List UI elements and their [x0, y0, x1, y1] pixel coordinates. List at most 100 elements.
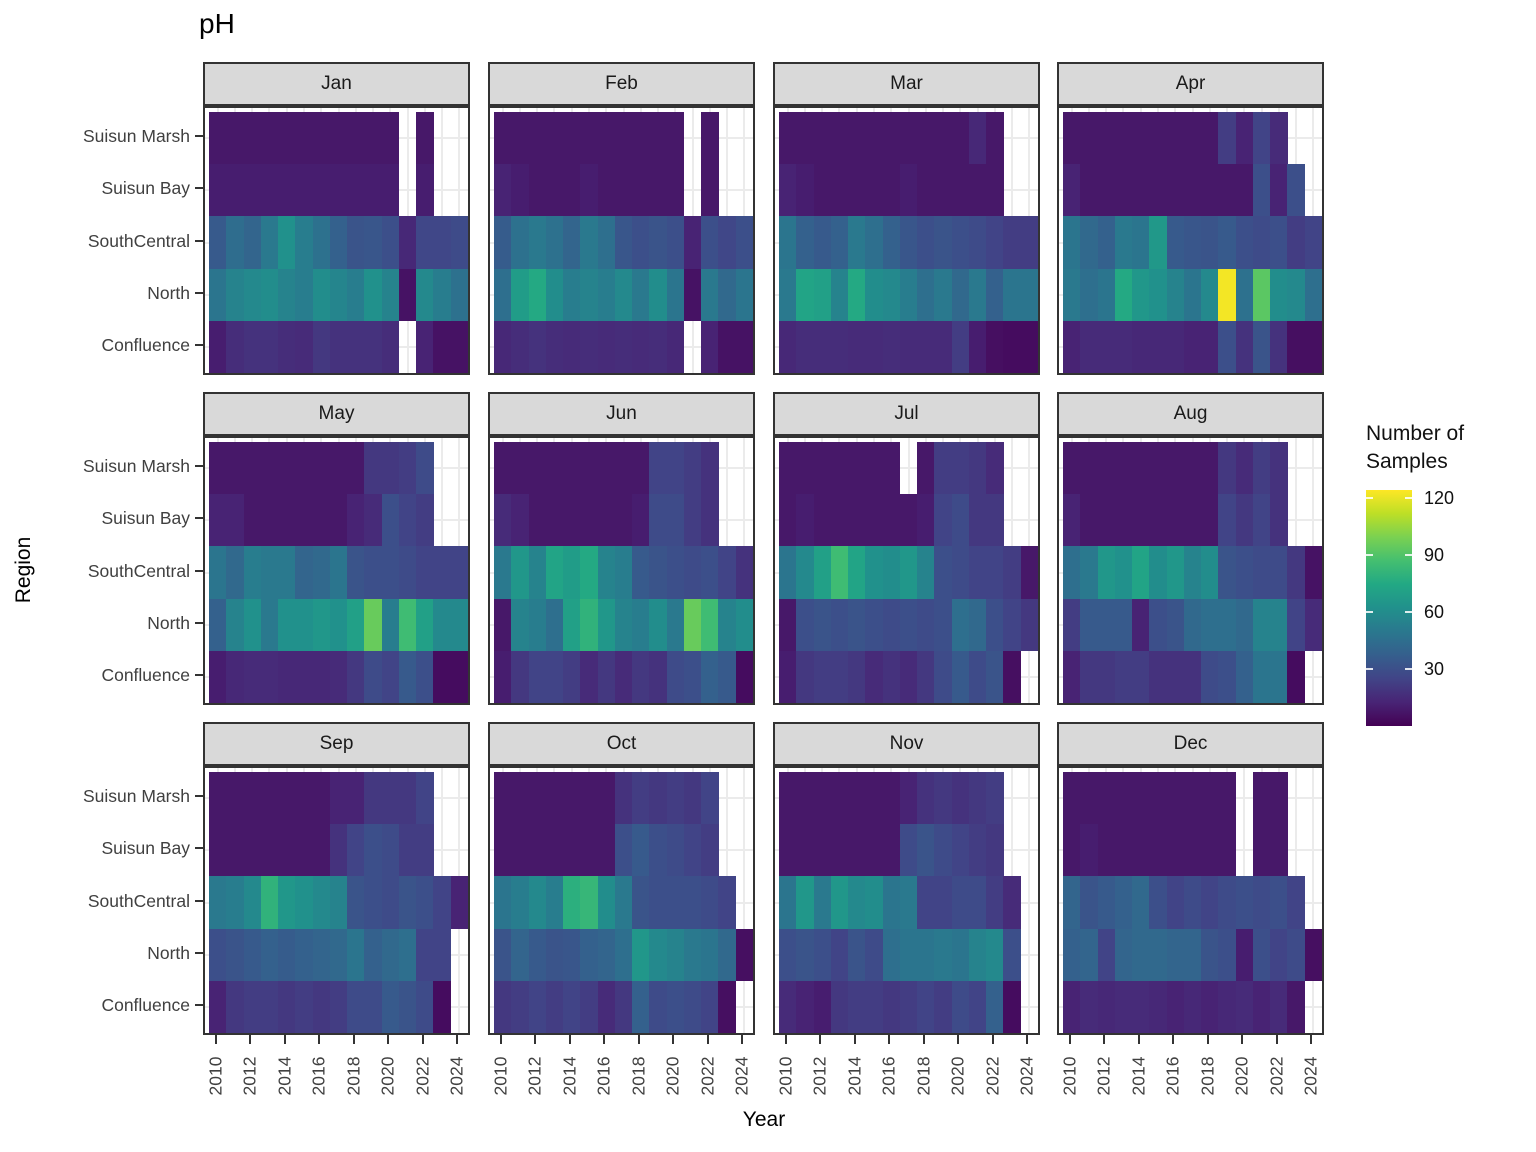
- heatmap-cell: [1201, 650, 1219, 703]
- heatmap-cell: [614, 876, 633, 930]
- heatmap-cell: [329, 650, 348, 703]
- heatmap-cell: [1003, 268, 1022, 322]
- heatmap-cell: [1304, 928, 1322, 982]
- gridline: [1312, 768, 1315, 1033]
- heatmap-cell: [528, 650, 547, 703]
- heatmap-cell: [494, 650, 512, 703]
- heatmap-cell: [295, 928, 314, 982]
- heatmap-cell: [226, 598, 245, 652]
- heatmap-cell: [1287, 650, 1306, 703]
- facet-strip-aug: Aug: [1057, 392, 1324, 436]
- heatmap-cell: [951, 320, 970, 373]
- heatmap-cell: [260, 112, 279, 165]
- heatmap-cell: [278, 164, 296, 217]
- heatmap-cell: [1270, 546, 1288, 600]
- heatmap-cell: [329, 824, 348, 877]
- x-tick-label: 2024: [1016, 1056, 1037, 1096]
- heatmap-cell: [347, 164, 365, 217]
- heatmap-cell: [632, 494, 650, 547]
- heatmap-cell: [666, 216, 685, 270]
- heatmap-cell: [1235, 546, 1254, 600]
- heatmap-cell: [1252, 772, 1271, 825]
- legend-title: Number of Samples: [1366, 420, 1464, 476]
- heatmap-cell: [1020, 598, 1038, 652]
- heatmap-cell: [545, 598, 564, 652]
- heatmap-cell: [1270, 268, 1288, 322]
- heatmap-cell: [882, 494, 901, 547]
- x-tick-label: 2022: [697, 1056, 718, 1096]
- heatmap-cell: [848, 546, 866, 600]
- heatmap-cell: [1080, 876, 1099, 930]
- heatmap-cell: [312, 650, 331, 703]
- heatmap-cell: [683, 824, 702, 877]
- heatmap-cell: [666, 980, 685, 1033]
- heatmap-cell: [796, 268, 815, 322]
- heatmap-cell: [398, 824, 417, 877]
- heatmap-cell: [649, 928, 668, 982]
- x-tick-label: 2018: [913, 1056, 934, 1096]
- heatmap-cell: [899, 164, 918, 217]
- heatmap-cell: [364, 598, 383, 652]
- x-tick-label: 2012: [239, 1056, 260, 1096]
- heatmap-cell: [666, 650, 685, 703]
- heatmap-cell: [865, 268, 884, 322]
- heatmap-cell: [312, 494, 331, 547]
- facet-strip-label: Apr: [1175, 73, 1206, 94]
- heatmap-cell: [986, 876, 1004, 930]
- heatmap-cell: [1252, 442, 1271, 495]
- heatmap-cell: [649, 598, 668, 652]
- heatmap-cell: [666, 928, 685, 982]
- heatmap-cell: [433, 320, 452, 373]
- heatmap-cell: [848, 494, 866, 547]
- heatmap-cell: [1218, 494, 1237, 547]
- heatmap-cell: [278, 494, 296, 547]
- heatmap-cell: [614, 772, 633, 825]
- heatmap-cell: [1270, 772, 1288, 825]
- heatmap-cell: [597, 112, 616, 165]
- heatmap-cell: [563, 442, 581, 495]
- x-tick-label: 2024: [446, 1056, 467, 1096]
- heatmap-cell: [381, 494, 400, 547]
- y-tick-label: North: [147, 942, 190, 963]
- heatmap-cell: [882, 824, 901, 877]
- heatmap-cell: [1149, 112, 1168, 165]
- heatmap-cell: [398, 876, 417, 930]
- heatmap-cell: [1132, 216, 1150, 270]
- heatmap-cell: [563, 928, 581, 982]
- heatmap-cell: [882, 112, 901, 165]
- heatmap-cell: [1270, 980, 1288, 1033]
- heatmap-cell: [1201, 216, 1219, 270]
- heatmap-cell: [1003, 928, 1022, 982]
- heatmap-cell: [813, 824, 832, 877]
- heatmap-cell: [597, 772, 616, 825]
- heatmap-cell: [649, 320, 668, 373]
- heatmap-cell: [278, 112, 296, 165]
- heatmap-cell: [1063, 442, 1081, 495]
- heatmap-cell: [1097, 650, 1116, 703]
- x-axis-tick: [214, 1035, 217, 1044]
- heatmap-cell: [398, 268, 417, 322]
- heatmap-cell: [209, 824, 227, 877]
- heatmap-cell: [1097, 546, 1116, 600]
- heatmap-cell: [511, 268, 530, 322]
- x-axis-tick: [1275, 1035, 1278, 1044]
- x-axis-tick: [318, 1035, 321, 1044]
- heatmap-cell: [545, 876, 564, 930]
- heatmap-cell: [701, 320, 719, 373]
- heatmap-cell: [1201, 546, 1219, 600]
- heatmap-cell: [830, 494, 849, 547]
- x-axis-tick: [1137, 1035, 1140, 1044]
- heatmap-cell: [1097, 268, 1116, 322]
- x-tick-label: 2022: [412, 1056, 433, 1096]
- heatmap-cell: [813, 772, 832, 825]
- heatmap-cell: [1235, 164, 1254, 217]
- heatmap-cell: [1114, 980, 1133, 1033]
- heatmap-cell: [632, 928, 650, 982]
- heatmap-cell: [1080, 546, 1099, 600]
- facet-strip-label: Jun: [606, 403, 637, 424]
- heatmap-cell: [796, 164, 815, 217]
- heatmap-cell: [1270, 442, 1288, 495]
- heatmap-cell: [968, 112, 987, 165]
- heatmap-cell: [882, 320, 901, 373]
- x-axis-tick: [352, 1035, 355, 1044]
